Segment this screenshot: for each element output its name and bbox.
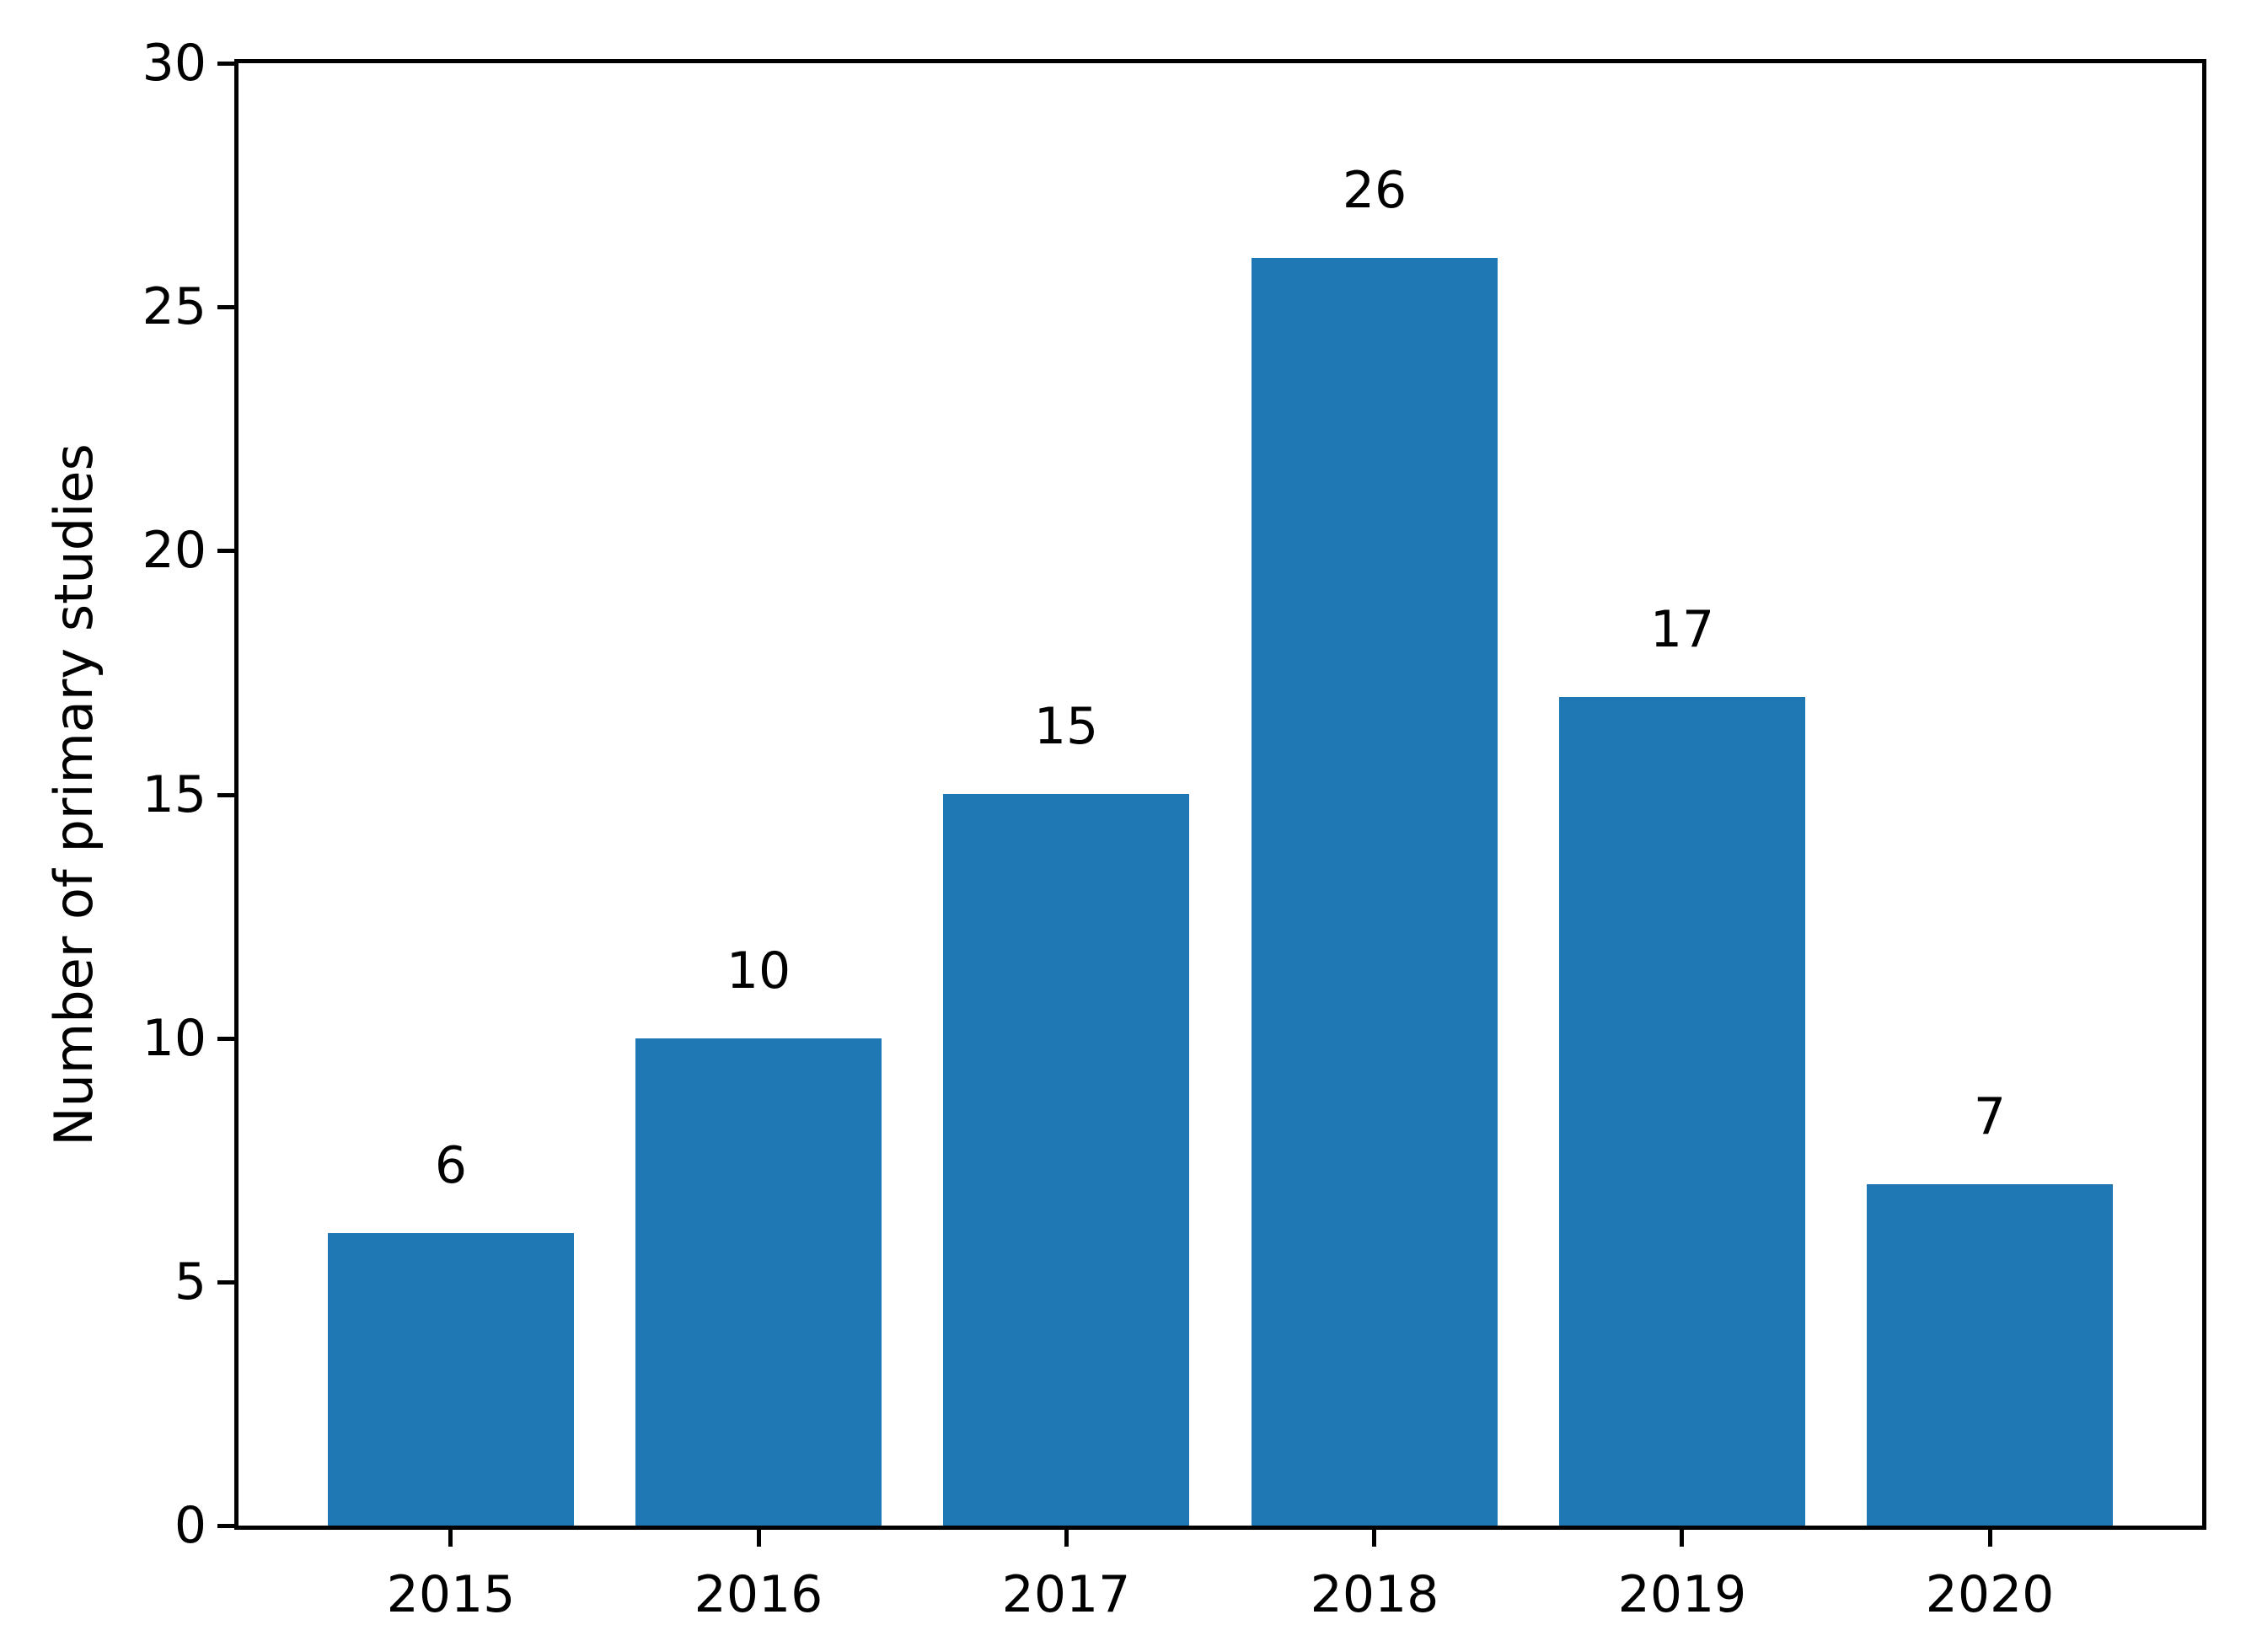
plot-area: 6 2015 10 2016 15 2017 26 2018 17 2019 7 2020 0 5 10 15…: [142, 38, 2206, 1620]
y-tick-30: [217, 62, 234, 66]
x-tick-label-2015: 2015: [386, 1565, 516, 1624]
y-tick-0: [217, 1524, 234, 1528]
x-tick-label-2020: 2020: [1925, 1565, 2055, 1624]
bar-2016: [635, 1038, 882, 1526]
y-tick-label-15: 15: [142, 765, 206, 824]
y-tick-label-25: 25: [142, 277, 206, 336]
x-tick-2015: [448, 1530, 453, 1547]
x-tick-label-2019: 2019: [1617, 1565, 1747, 1624]
x-tick-label-2017: 2017: [1001, 1565, 1131, 1624]
x-tick-2019: [1680, 1530, 1684, 1547]
bar-2018: [1252, 258, 1498, 1526]
bar-value-label-2019: 17: [1649, 600, 1715, 659]
y-tick-10: [217, 1037, 234, 1041]
y-tick-20: [217, 549, 234, 553]
x-tick-2017: [1064, 1530, 1069, 1547]
bar-value-label-2016: 10: [726, 941, 791, 1000]
x-tick-2016: [757, 1530, 761, 1547]
x-tick-label-2016: 2016: [694, 1565, 823, 1624]
bar-2019: [1559, 697, 1805, 1526]
x-tick-2020: [1988, 1530, 1992, 1547]
y-tick-label-10: 10: [142, 1009, 206, 1068]
x-tick-label-2018: 2018: [1310, 1565, 1439, 1624]
bar-2015: [328, 1233, 574, 1526]
y-tick-25: [217, 305, 234, 309]
bar-value-label-2017: 15: [1033, 697, 1099, 756]
y-tick-label-0: 0: [174, 1496, 206, 1555]
y-axis-title: Number of primary studies: [43, 443, 105, 1146]
bar-value-label-2020: 7: [1973, 1087, 2007, 1146]
y-tick-5: [217, 1280, 234, 1285]
bar-value-label-2018: 26: [1342, 161, 1407, 220]
y-tick-15: [217, 793, 234, 797]
y-tick-label-20: 20: [142, 521, 206, 580]
bar-value-label-2015: 6: [434, 1136, 468, 1195]
bar-2020: [1867, 1184, 2113, 1526]
x-tick-2018: [1372, 1530, 1376, 1547]
y-tick-label-30: 30: [142, 34, 206, 93]
bar-2017: [943, 794, 1189, 1526]
y-tick-label-5: 5: [174, 1252, 206, 1311]
